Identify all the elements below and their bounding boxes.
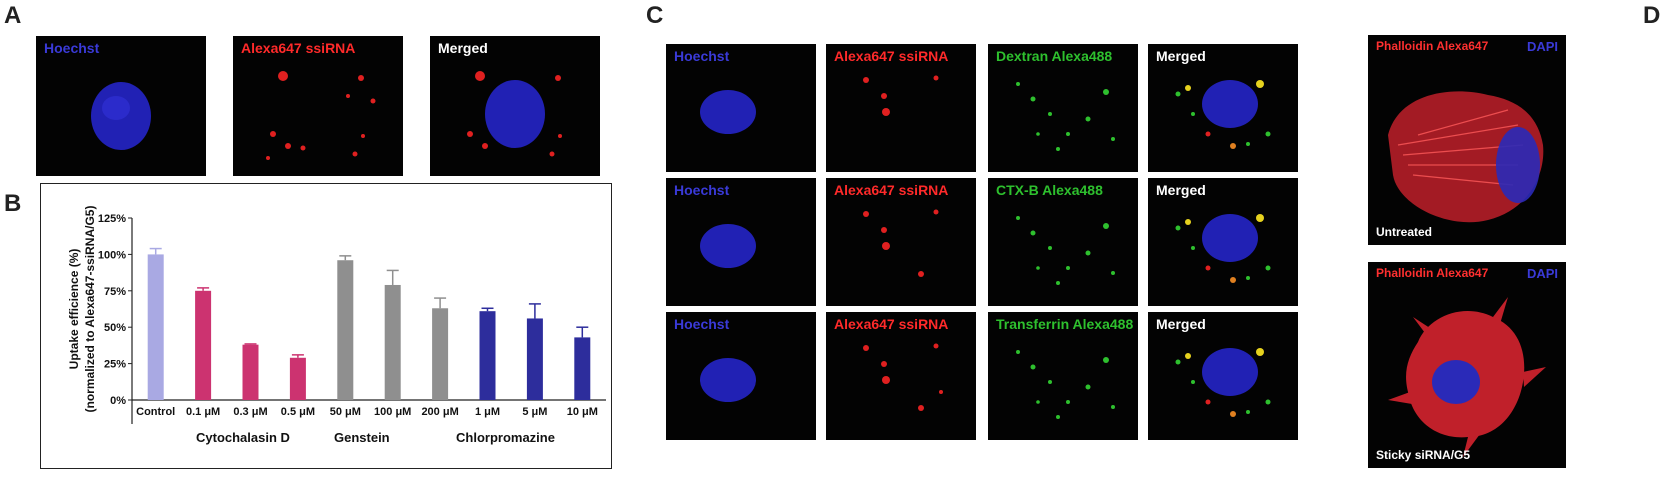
bar xyxy=(289,357,306,400)
channel-label: Alexa647 ssiRNA xyxy=(834,316,949,332)
x-tick-label: 0.5 μM xyxy=(281,406,315,418)
channel-label: Dextran Alexa488 xyxy=(996,48,1113,64)
panel-a-hoechst-image: Hoechst xyxy=(36,36,206,176)
x-tick-label: Control xyxy=(136,406,175,418)
x-tick-label: 200 μM xyxy=(421,406,458,418)
panel-a-ssirna-image: Alexa647 ssiRNA xyxy=(233,36,403,176)
channel-label: Hoechst xyxy=(44,40,100,56)
y-axis-label: Uptake efficience (%) xyxy=(67,249,81,370)
channel-label: Merged xyxy=(438,40,488,56)
y-tick-label: 100% xyxy=(98,249,126,261)
x-tick-label: 50 μM xyxy=(330,406,361,418)
panel-c-image-r2-c4: Merged xyxy=(1148,178,1298,306)
panel-letter-a: A xyxy=(4,2,22,29)
y-tick-label: 125% xyxy=(98,213,126,225)
panel-c-image-r1-c3: Dextran Alexa488 xyxy=(988,44,1138,172)
dapi-label: DAPI xyxy=(1526,266,1558,281)
channel-label: Transferrin Alexa488 xyxy=(996,316,1134,332)
y-tick-label: 50% xyxy=(104,322,126,334)
bar xyxy=(526,318,543,400)
channel-label: Hoechst xyxy=(674,48,730,64)
dapi-label: DAPI xyxy=(1526,39,1558,54)
channel-label: Alexa647 ssiRNA xyxy=(834,182,949,198)
panel-letter-b: B xyxy=(4,190,22,217)
channel-label: Merged xyxy=(1156,316,1206,332)
uptake-bar-chart: 0% 25% 50% 75% 100% 125% Uptake efficience (%)… xyxy=(67,206,606,424)
group-label-chlorpromazine: Chlorpromazine xyxy=(456,430,555,445)
panel-c-image-r2-c1: Hoechst xyxy=(666,178,816,306)
channel-label: Merged xyxy=(1156,182,1206,198)
stain-label: Phalloidin Alexa647 xyxy=(1376,39,1489,53)
bar xyxy=(479,311,496,400)
condition-caption: Untreated xyxy=(1376,225,1433,239)
x-tick-label: 0.3 μM xyxy=(233,406,267,418)
group-label-genstein: Genstein xyxy=(334,430,390,445)
y-axis-label-2: (normalized to Alexa647-ssiRNA/G5) xyxy=(83,206,97,413)
channel-label: CTX-B Alexa488 xyxy=(996,182,1103,198)
y-tick-label: 25% xyxy=(104,359,126,371)
x-tick-label: 100 μM xyxy=(374,406,411,418)
panel-c-image-r1-c2: Alexa647 ssiRNA xyxy=(826,44,976,172)
x-tick-label: 10 μM xyxy=(567,406,598,418)
panel-c-image-r3-c3: Transferrin Alexa488 xyxy=(988,312,1138,440)
panel-letter-d: D xyxy=(1643,2,1661,29)
panel-b-chart-frame xyxy=(40,183,612,469)
x-tick-label: 5 μM xyxy=(522,406,547,418)
bar xyxy=(337,260,354,400)
x-tick-label: 0.1 μM xyxy=(186,406,220,418)
channel-label: Alexa647 ssiRNA xyxy=(241,40,356,56)
panel-c-image-r2-c2: Alexa647 ssiRNA xyxy=(826,178,976,306)
channel-label: Alexa647 ssiRNA xyxy=(834,48,949,64)
y-tick-label: 0% xyxy=(110,395,126,407)
channel-label: Hoechst xyxy=(674,182,730,198)
bar xyxy=(384,284,401,400)
bar xyxy=(195,290,212,400)
panel-d-treated-image: Phalloidin Alexa647 DAPI Sticky siRNA/G5 xyxy=(1368,262,1566,468)
panel-letter-c: C xyxy=(646,2,664,29)
x-tick-label: 1 μM xyxy=(475,406,500,418)
bar xyxy=(432,308,449,400)
panel-c-image-r1-c4: Merged xyxy=(1148,44,1298,172)
y-tick-label: 75% xyxy=(104,286,126,298)
bar xyxy=(242,344,259,400)
channel-label: Hoechst xyxy=(674,316,730,332)
panel-c-image-r3-c1: Hoechst xyxy=(666,312,816,440)
stain-label: Phalloidin Alexa647 xyxy=(1376,266,1489,280)
condition-caption: Sticky siRNA/G5 xyxy=(1376,448,1471,462)
panel-d-untreated-image: Phalloidin Alexa647 DAPI Untreated xyxy=(1368,35,1566,245)
channel-label: Merged xyxy=(1156,48,1206,64)
panel-c-image-r2-c3: CTX-B Alexa488 xyxy=(988,178,1138,306)
panel-a-merged-image: Merged xyxy=(430,36,600,176)
panel-c-image-r1-c1: Hoechst xyxy=(666,44,816,172)
bar xyxy=(574,337,591,400)
panel-c-image-r3-c2: Alexa647 ssiRNA xyxy=(826,312,976,440)
panel-c-image-r3-c4: Merged xyxy=(1148,312,1298,440)
group-label-cytochalasin: Cytochalasin D xyxy=(196,430,290,445)
bar xyxy=(147,254,164,400)
